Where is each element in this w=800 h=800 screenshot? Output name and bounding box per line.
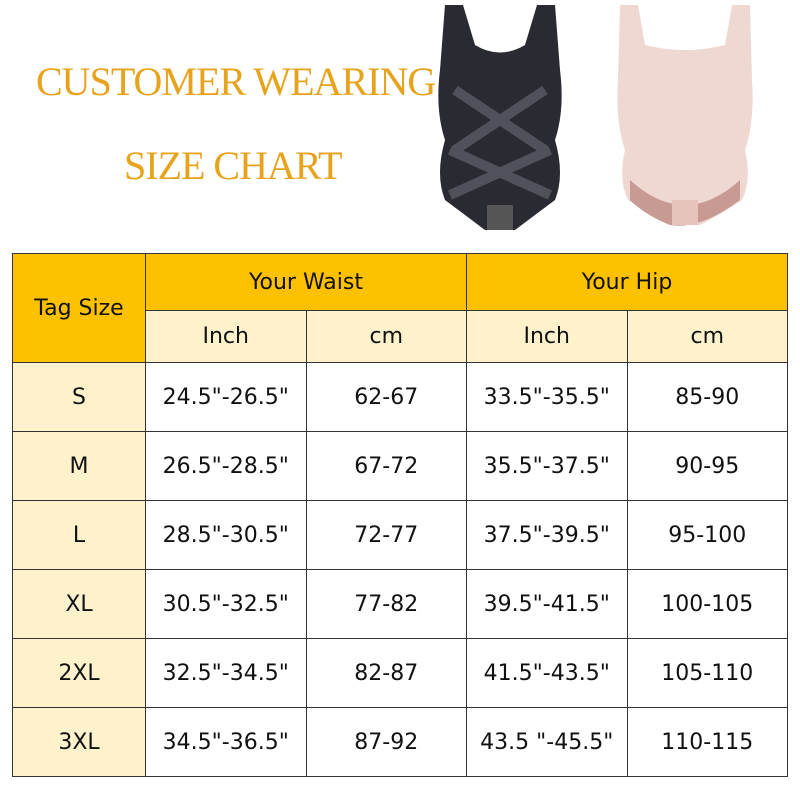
hip-cm-cell: 90-95 bbox=[626, 431, 788, 501]
hip-cm-cell: 110-115 bbox=[626, 707, 788, 777]
title-line-1: CUSTOMER WEARING bbox=[36, 59, 436, 104]
hip-cm-cell: 85-90 bbox=[626, 362, 788, 432]
hip-cm-cell: 100-105 bbox=[626, 569, 788, 639]
hip-cm-header: cm bbox=[626, 310, 788, 363]
waist-inch-cell: 28.5"-30.5" bbox=[145, 500, 307, 570]
waist-inch-cell: 32.5"-34.5" bbox=[145, 638, 307, 708]
waist-inch-cell: 26.5"-28.5" bbox=[145, 431, 307, 501]
black-bodysuit-image bbox=[438, 5, 562, 230]
table-row: M 26.5"-28.5" 67-72 35.5"-37.5" 90-95 bbox=[12, 431, 788, 501]
hip-inch-cell: 37.5"-39.5" bbox=[466, 500, 628, 570]
tag-size-cell: M bbox=[12, 431, 146, 501]
table-row: XL 30.5"-32.5" 77-82 39.5"-41.5" 100-105 bbox=[12, 569, 788, 639]
waist-inch-cell: 34.5"-36.5" bbox=[145, 707, 307, 777]
hip-cm-cell: 95-100 bbox=[626, 500, 788, 570]
waist-cm-cell: 87-92 bbox=[305, 707, 467, 777]
hip-cm-cell: 105-110 bbox=[626, 638, 788, 708]
table-row: L 28.5"-30.5" 72-77 37.5"-39.5" 95-100 bbox=[12, 500, 788, 570]
table-row: S 24.5"-26.5" 62-67 33.5"-35.5" 85-90 bbox=[12, 362, 788, 432]
tag-size-header: Tag Size bbox=[12, 253, 146, 363]
table-row: 3XL 34.5"-36.5" 87-92 43.5 "-45.5" 110-115 bbox=[12, 707, 788, 777]
table-row: 2XL 32.5"-34.5" 82-87 41.5"-43.5" 105-110 bbox=[12, 638, 788, 708]
tag-size-cell: S bbox=[12, 362, 146, 432]
tag-size-cell: 2XL bbox=[12, 638, 146, 708]
waist-inch-header: Inch bbox=[145, 310, 307, 363]
waist-cm-cell: 67-72 bbox=[305, 431, 467, 501]
size-chart-table: Tag Size Your Waist Your Hip Inch cm Inc… bbox=[12, 253, 788, 777]
waist-cm-header: cm bbox=[305, 310, 467, 363]
hip-header: Your Hip bbox=[466, 253, 788, 311]
waist-inch-cell: 30.5"-32.5" bbox=[145, 569, 307, 639]
hip-inch-cell: 41.5"-43.5" bbox=[466, 638, 628, 708]
hip-inch-cell: 33.5"-35.5" bbox=[466, 362, 628, 432]
waist-cm-cell: 77-82 bbox=[305, 569, 467, 639]
hip-inch-cell: 35.5"-37.5" bbox=[466, 431, 628, 501]
waist-cm-cell: 72-77 bbox=[305, 500, 467, 570]
hip-inch-cell: 39.5"-41.5" bbox=[466, 569, 628, 639]
tag-size-cell: XL bbox=[12, 569, 146, 639]
tag-size-cell: L bbox=[12, 500, 146, 570]
waist-cm-cell: 82-87 bbox=[305, 638, 467, 708]
tag-size-cell: 3XL bbox=[12, 707, 146, 777]
waist-header: Your Waist bbox=[145, 253, 467, 311]
waist-cm-cell: 62-67 bbox=[305, 362, 467, 432]
title-line-2: SIZE CHART bbox=[124, 143, 343, 188]
waist-inch-cell: 24.5"-26.5" bbox=[145, 362, 307, 432]
nude-bodysuit-image bbox=[617, 5, 753, 226]
hip-inch-cell: 43.5 "-45.5" bbox=[466, 707, 628, 777]
hip-inch-header: Inch bbox=[466, 310, 628, 363]
